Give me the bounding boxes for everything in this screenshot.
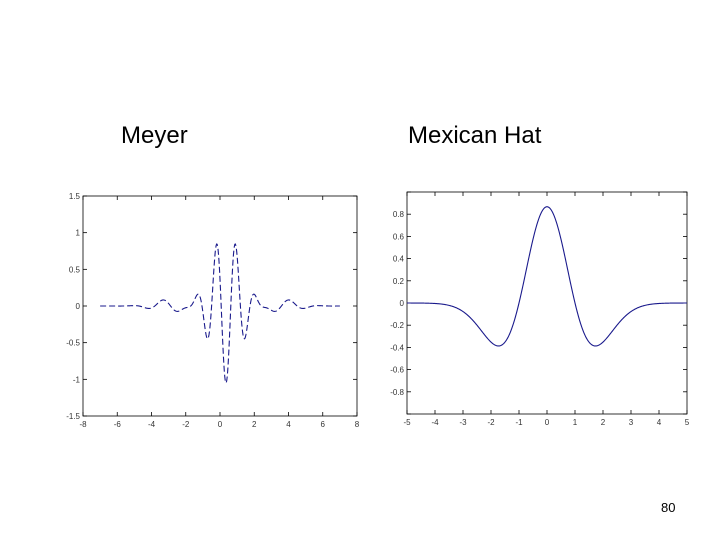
y-tick-label: 0.5 (69, 265, 81, 274)
y-tick-label: 1.5 (69, 192, 81, 201)
x-tick-label: -4 (431, 418, 439, 427)
chart-title-mexican-hat: Mexican Hat (408, 122, 542, 149)
meyer-chart: -8 -6 -4 -2 0 2 4 6 8 -1.5 -1 -0.5 0 0.5 1 1.5 (66, 192, 360, 429)
mexican-hat-chart: -5 -4 -3 -2 -1 0 1 2 3 4 5 -0.8 -0.6 -0.4 -0.2 0 0.2 0.4 0… (390, 191, 690, 427)
x-tick-label: 2 (601, 418, 606, 427)
y-tick-label: 0 (76, 302, 81, 311)
x-tick-label: -1 (515, 418, 523, 427)
series-line (100, 243, 340, 384)
x-tick-label: 4 (286, 420, 291, 429)
y-tick-label: -0.4 (390, 343, 404, 352)
x-tick-label: 4 (657, 418, 662, 427)
chart-title-meyer: Meyer (121, 122, 188, 149)
x-tick-label: 1 (573, 418, 578, 427)
x-tick-label: 5 (685, 418, 690, 427)
x-tick-label: 0 (545, 418, 550, 427)
y-tick-label: -0.6 (390, 366, 404, 375)
x-tick-label: -4 (148, 420, 156, 429)
x-tick-label: -8 (79, 420, 87, 429)
y-tick-label: 0 (400, 299, 405, 308)
y-tick-label: -1.5 (66, 412, 80, 421)
y-tick-label: -1 (73, 375, 81, 384)
page-number: 80 (661, 500, 676, 515)
x-tick-label: 0 (218, 420, 223, 429)
x-tick-label: -5 (403, 418, 411, 427)
x-tick-label: 6 (321, 420, 326, 429)
y-tick-label: -0.8 (390, 388, 404, 397)
y-tick-label: 0.2 (393, 277, 405, 286)
y-tick-label: -0.2 (390, 321, 404, 330)
x-tick-label: 8 (355, 420, 360, 429)
y-tick-label: -0.5 (66, 339, 80, 348)
x-tick-label: 2 (252, 420, 257, 429)
x-tick-label: -6 (114, 420, 122, 429)
y-tick-label: 0.4 (393, 255, 405, 264)
y-tick-label: 1 (76, 229, 81, 238)
x-tick-label: -3 (459, 418, 467, 427)
series-line (407, 206, 687, 347)
y-tick-label: 0.6 (393, 232, 405, 241)
plot-frame (406, 191, 688, 415)
x-tick-label: 3 (629, 418, 634, 427)
x-tick-label: -2 (182, 420, 190, 429)
y-tick-label: 0.8 (393, 210, 405, 219)
x-tick-label: -2 (487, 418, 495, 427)
